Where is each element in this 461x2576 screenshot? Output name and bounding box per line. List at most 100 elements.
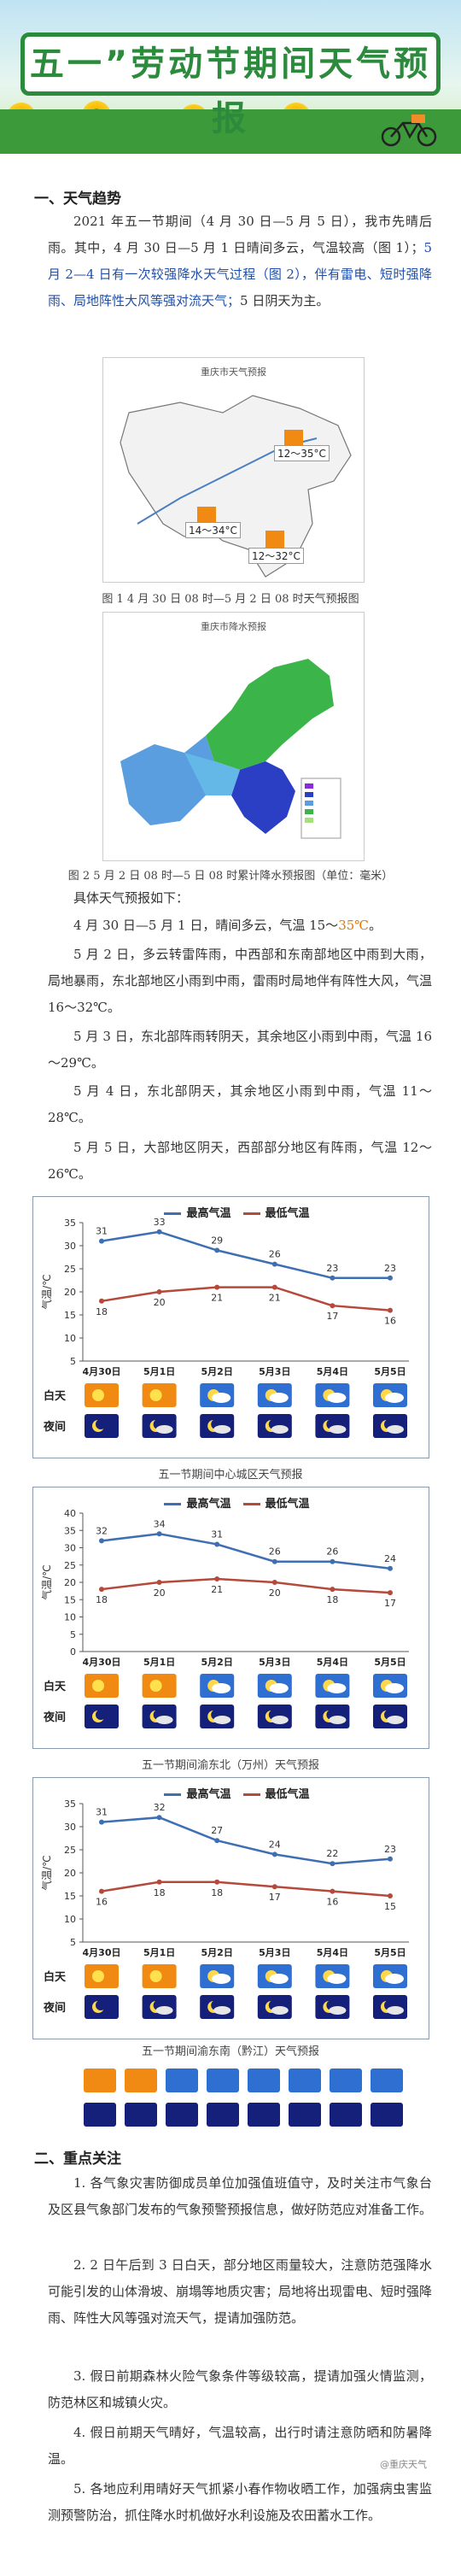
chart-central-caption: 五一节期间中心城区天气预报 bbox=[158, 1469, 303, 1482]
high-temp-point bbox=[99, 1819, 104, 1825]
day-legend-icon bbox=[84, 2068, 116, 2092]
chart-svg: 5 10 15 20 25 30 35 气温/℃ 31 33 29 26 23 23 18 20 21 21 17 1… bbox=[40, 1217, 409, 1438]
x-tick-label: 4月30日 bbox=[83, 1947, 121, 1958]
low-temp-label: 20 bbox=[269, 1587, 281, 1599]
focus-p5: 5. 各地应利用晴好天气抓紧小春作物收晒工作，加强病虫害监测预警防治，抓住降水时… bbox=[48, 2481, 432, 2523]
cloud-icon bbox=[387, 1425, 404, 1434]
trend-text-a: 2021 年五一节期间（4 月 30 日—5 月 5 日），我市先晴后雨。其中，… bbox=[48, 214, 432, 255]
sun-icon bbox=[266, 531, 284, 548]
cloud-icon bbox=[269, 1683, 289, 1693]
low-temp-point bbox=[388, 1893, 393, 1898]
x-tick-label: 4月30日 bbox=[83, 1366, 121, 1377]
high-temp-label: 23 bbox=[326, 1263, 338, 1274]
high-temp-label: 26 bbox=[269, 1249, 281, 1260]
cloud-icon bbox=[213, 2006, 231, 2015]
low-temp-label: 18 bbox=[154, 1887, 166, 1898]
low-temp-label: 15 bbox=[384, 1901, 396, 1912]
bicycle-icon bbox=[381, 114, 437, 147]
cloud-icon bbox=[385, 1683, 404, 1693]
y-tick-label: 35 bbox=[64, 1525, 76, 1536]
legend-low-swatch bbox=[242, 1212, 260, 1215]
high-temp-label: 31 bbox=[96, 1226, 108, 1237]
low-temp-point bbox=[214, 1576, 220, 1581]
high-temp-point bbox=[214, 1838, 220, 1844]
cloud-icon bbox=[155, 2006, 173, 2015]
x-tick-label: 5月3日 bbox=[259, 1947, 290, 1958]
night-row-label: 夜间 bbox=[43, 1420, 66, 1434]
low-temp-point bbox=[330, 1587, 336, 1593]
y-tick-label: 5 bbox=[70, 1937, 76, 1948]
high-temp-point bbox=[388, 1275, 393, 1281]
day-legend-icon bbox=[330, 2068, 362, 2092]
low-temp-label: 21 bbox=[211, 1293, 223, 1304]
map1-label-center: 14～34°C bbox=[185, 522, 241, 538]
high-temp-label: 31 bbox=[211, 1529, 223, 1540]
y-axis-label: 气温/℃ bbox=[40, 1564, 53, 1600]
high-temp-point bbox=[214, 1541, 220, 1547]
low-temp-label: 21 bbox=[269, 1293, 281, 1304]
x-tick-label: 5月1日 bbox=[143, 1947, 175, 1958]
precip-map-shapes bbox=[120, 659, 341, 839]
cloud-icon bbox=[155, 1425, 173, 1434]
cloud-icon bbox=[327, 1393, 347, 1403]
legend-high-swatch bbox=[164, 1793, 182, 1796]
x-tick-label: 5月2日 bbox=[201, 1657, 233, 1668]
low-temp-point bbox=[271, 1884, 277, 1890]
high-temp-point bbox=[156, 1229, 162, 1235]
low-temp-point bbox=[271, 1580, 277, 1585]
x-tick-label: 5月5日 bbox=[374, 1657, 406, 1668]
low-temp-point bbox=[388, 1590, 393, 1596]
moon-shadow bbox=[96, 1710, 106, 1720]
x-tick-label: 5月4日 bbox=[317, 1657, 348, 1668]
detail-d2: 5 月 2 日，多云转雷阵雨，中西部和东南部地区中雨到大雨，局地暴雨，东北部地区… bbox=[48, 947, 433, 1015]
night-row-label: 夜间 bbox=[43, 2001, 66, 2015]
y-tick-label: 5 bbox=[70, 1629, 76, 1640]
x-tick-label: 5月3日 bbox=[259, 1366, 290, 1377]
low-temp-label: 18 bbox=[326, 1594, 338, 1605]
high-temp-line bbox=[101, 1230, 390, 1280]
legend-low-swatch bbox=[242, 1793, 260, 1796]
cloud-icon bbox=[387, 2006, 404, 2015]
y-tick-label: 15 bbox=[64, 1310, 76, 1321]
y-tick-label: 10 bbox=[64, 1914, 76, 1925]
cloud-icon bbox=[271, 1425, 289, 1434]
header-banner: 五一”劳动节期间天气预报 bbox=[0, 0, 461, 154]
detail-d3: 5 月 3 日，东北部阵雨转阴天，其余地区小雨到中雨，气温 16～29℃。 bbox=[48, 1029, 432, 1071]
trend-text-b: 5 月 2—4 日有一次较强降水天气过程（图 2），伴有雷电、短时强降雨、局地阵… bbox=[48, 240, 432, 308]
low-temp-label: 20 bbox=[154, 1587, 166, 1599]
chongqing-map-outline bbox=[120, 395, 352, 578]
x-tick-label: 5月2日 bbox=[201, 1947, 233, 1958]
section-heading-trend: 一、天气趋势 bbox=[34, 191, 121, 208]
y-tick-label: 10 bbox=[64, 1612, 76, 1623]
high-temp-label: 33 bbox=[154, 1217, 166, 1228]
y-tick-label: 25 bbox=[64, 1560, 76, 1571]
cloud-icon bbox=[271, 2006, 289, 2015]
day-legend-icon bbox=[125, 2068, 157, 2092]
low-temp-point bbox=[330, 1888, 336, 1894]
trend-paragraph: 2021 年五一节期间（4 月 30 日—5 月 5 日），我市先晴后雨。其中，… bbox=[48, 208, 432, 314]
y-tick-label: 25 bbox=[64, 1845, 76, 1856]
sun-icon bbox=[149, 1970, 162, 1982]
high-temp-label: 27 bbox=[211, 1825, 223, 1836]
x-tick-label: 4月30日 bbox=[83, 1657, 121, 1668]
legend-high-swatch bbox=[164, 1212, 182, 1215]
high-temp-label: 32 bbox=[96, 1525, 108, 1536]
low-temp-point bbox=[156, 1289, 162, 1294]
day-legend-icon bbox=[248, 2068, 280, 2092]
figure1-caption: 图 1 4 月 30 日 08 时—5 月 2 日 08 时天气预报图 bbox=[102, 593, 359, 606]
high-temp-label: 24 bbox=[269, 1839, 281, 1850]
high-temp-point bbox=[99, 1238, 104, 1244]
night-legend-icon bbox=[207, 2103, 239, 2127]
detail-d4: 5 月 4 日，东北部阴天，其余地区小雨到中雨，气温 11～28℃。 bbox=[48, 1083, 432, 1125]
legend-low-label: 最低气温 bbox=[265, 1207, 310, 1220]
chart-central: 最高气温 最低气温 5 10 15 20 25 30 35 气温/℃ 31 33 29 26 23 23 18 2… bbox=[32, 1196, 429, 1458]
chart-northeast: 最高气温 最低气温 0 5 10 15 20 25 30 35 40 气温/℃ 32 34 31 26 26 24… bbox=[32, 1487, 429, 1749]
high-temp-point bbox=[99, 1538, 104, 1544]
x-tick-label: 5月5日 bbox=[374, 1947, 406, 1958]
day-legend-icon bbox=[371, 2068, 403, 2092]
precip-map-2: 重庆市降水预报 bbox=[102, 612, 365, 861]
low-temp-point bbox=[271, 1284, 277, 1290]
low-temp-line bbox=[101, 1286, 391, 1311]
day-row-label: 白天 bbox=[44, 1680, 67, 1693]
legend-high-label: 最高气温 bbox=[186, 1207, 231, 1220]
